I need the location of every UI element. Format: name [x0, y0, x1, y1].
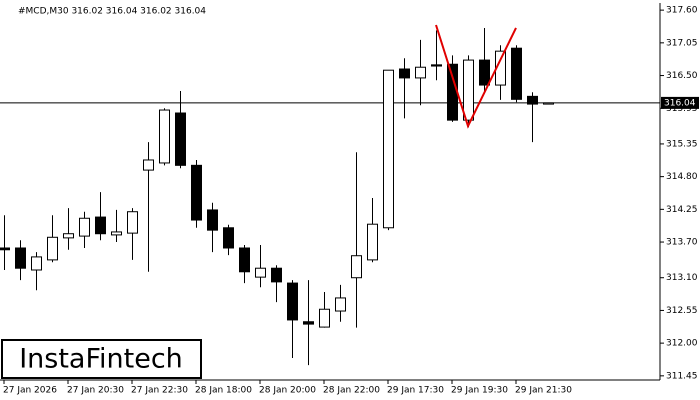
header: #MCD,M30 316.02 316.04 316.02 316.04 — [18, 7, 206, 17]
candle-body — [15, 247, 26, 269]
candle-body — [367, 223, 378, 261]
y-tick-label: 316.50 — [666, 71, 698, 81]
candle-body — [511, 47, 522, 100]
candle-body — [159, 109, 170, 164]
candle-body — [303, 321, 314, 325]
candle-body — [175, 112, 186, 166]
watermark-box — [1, 339, 202, 379]
candle-body — [31, 256, 42, 271]
candle-body — [383, 69, 394, 229]
x-tick-label: 29 Jan 17:30 — [387, 386, 444, 396]
last-price-box — [661, 96, 699, 109]
candle-body — [255, 267, 266, 278]
y-tick-label: 314.80 — [666, 172, 698, 182]
candle-body — [399, 68, 410, 79]
candle-body — [287, 282, 298, 321]
candle-body — [319, 308, 330, 328]
y-tick-label: 311.45 — [666, 371, 698, 381]
pattern-line — [435, 24, 517, 129]
candle-body — [463, 59, 474, 121]
candle-body — [543, 102, 554, 105]
candle-body — [239, 247, 250, 273]
y-tick-label: 313.70 — [666, 238, 698, 248]
x-tick-label: 29 Jan 21:30 — [515, 386, 572, 396]
watermark: InstaFintech — [19, 344, 183, 375]
candle-body — [351, 255, 362, 279]
candle-body — [191, 164, 202, 221]
x-tick-label: 29 Jan 19:30 — [451, 386, 508, 396]
candle-body — [63, 233, 74, 239]
candle-body — [431, 64, 442, 67]
candle-body — [415, 66, 426, 79]
x-tick-label: 28 Jan 18:00 — [195, 386, 252, 396]
candle-body — [447, 63, 458, 121]
y-tick-label: 317.05 — [666, 38, 698, 48]
candle-body — [127, 211, 138, 234]
candle-body — [271, 267, 282, 283]
x-tick-label: 28 Jan 20:00 — [259, 386, 316, 396]
y-tick-label: 314.25 — [666, 205, 698, 215]
candle-body — [111, 231, 122, 236]
candle-body — [479, 59, 490, 86]
x-tick-label: 27 Jan 20:30 — [67, 386, 124, 396]
candle-body — [143, 159, 154, 171]
candle-body — [223, 227, 234, 249]
y-tick-label: 315.35 — [666, 139, 698, 149]
candle-body — [95, 216, 106, 235]
candle-body — [47, 236, 58, 261]
x-tick-label: 27 Jan 22:30 — [131, 386, 188, 396]
candle-body — [335, 297, 346, 312]
y-tick-label: 313.10 — [666, 273, 698, 283]
y-tick-label: 312.00 — [666, 339, 698, 349]
y-tick-label: 312.55 — [666, 306, 698, 316]
last-price-label: 316.04 — [664, 98, 696, 108]
x-tick-label: 28 Jan 22:00 — [323, 386, 380, 396]
candle-body — [0, 247, 10, 251]
candle-body — [527, 95, 538, 105]
candle-body — [79, 217, 90, 237]
candle-body — [207, 209, 218, 231]
y-tick-label: 317.60 — [666, 6, 698, 16]
x-tick-label: 27 Jan 2026 — [3, 386, 57, 396]
